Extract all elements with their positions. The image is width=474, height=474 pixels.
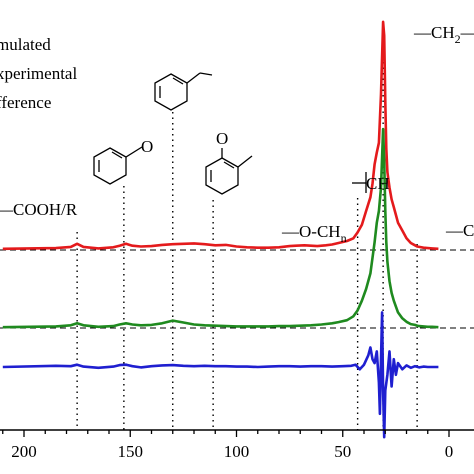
annotation-ch2: —CH2— xyxy=(413,23,474,46)
annotation-cresol-structure: O xyxy=(205,129,253,195)
baselines xyxy=(0,249,474,329)
annotation-o-chn: —O-CHn xyxy=(281,222,347,245)
svg-text:CH: CH xyxy=(366,174,390,193)
series-experimental-line xyxy=(2,127,439,329)
annotation-ch3-right: —CH xyxy=(445,221,474,240)
x-tick-label-100: 100 xyxy=(224,442,250,461)
legend-difference: fference xyxy=(0,93,51,112)
legend-experimental: xperimental xyxy=(0,64,77,83)
x-tick-label-50: 50 xyxy=(334,442,351,461)
reference-lines xyxy=(76,40,418,430)
x-tick-label-0: 0 xyxy=(445,442,454,461)
series-simulated-line xyxy=(2,20,439,251)
series-layer xyxy=(2,20,439,439)
annotation-phenol-structure: O xyxy=(93,137,153,185)
annotation-cooh-r: —COOH/R xyxy=(0,200,78,219)
series-difference-line xyxy=(2,311,439,439)
x-tick-label-150: 150 xyxy=(118,442,144,461)
annotation-ch: CH xyxy=(352,172,390,193)
phenol-o-label: O xyxy=(141,137,153,156)
cresol-o-label: O xyxy=(216,129,228,148)
annotation-toluene-structure xyxy=(154,72,213,111)
legend-simulated: mulated xyxy=(0,35,51,54)
x-tick-label-200: 200 xyxy=(11,442,37,461)
x-axis: 200 150 100 50 0 xyxy=(0,429,474,461)
